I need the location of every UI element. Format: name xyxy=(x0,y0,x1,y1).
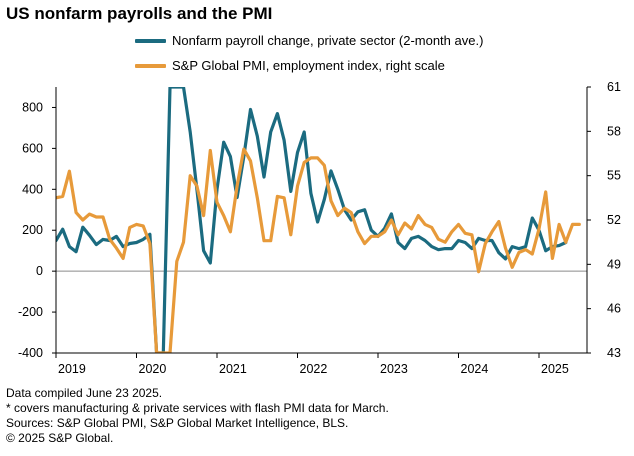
legend-item-payrolls: Nonfarm payroll change, private sector (… xyxy=(135,33,483,48)
footer-notes: Data compiled June 23 2025. * covers man… xyxy=(6,386,389,446)
left-axis-tick-label: 0 xyxy=(36,264,43,278)
footer-line-compiled: Data compiled June 23 2025. xyxy=(6,386,163,400)
legend-label-payrolls: Nonfarm payroll change, private sector (… xyxy=(172,33,484,48)
x-axis-tick-label: 2021 xyxy=(219,362,247,376)
legend-swatch-payrolls xyxy=(135,38,166,43)
x-axis-tick-label: 2020 xyxy=(139,362,167,376)
left-axis-tick-label: 200 xyxy=(22,223,43,237)
left-axis-tick-label: -200 xyxy=(18,305,43,319)
footer-line-coverage: * covers manufacturing & private service… xyxy=(6,401,389,415)
legend-label-pmi: S&P Global PMI, employment index, right … xyxy=(172,58,445,73)
legend-item-pmi: S&P Global PMI, employment index, right … xyxy=(135,58,445,73)
x-axis-tick-label: 2022 xyxy=(300,362,328,376)
right-axis-tick-label: 55 xyxy=(607,169,621,183)
right-axis-tick-label: 58 xyxy=(607,124,621,138)
x-axis-tick-label: 2025 xyxy=(541,362,569,376)
left-axis-tick-label: 400 xyxy=(22,182,43,196)
right-axis-tick-label: 49 xyxy=(607,257,621,271)
footer-line-sources: Sources: S&P Global PMI, S&P Global Mark… xyxy=(6,416,349,430)
footer-line-copyright: © 2025 S&P Global. xyxy=(6,431,114,445)
series-line-pmi xyxy=(56,147,581,353)
left-axis-tick-label: 600 xyxy=(22,141,43,155)
x-axis-tick-label: 2019 xyxy=(58,362,86,376)
right-axis-tick-label: 52 xyxy=(607,213,621,227)
left-axis-tick-label: 800 xyxy=(22,100,43,114)
series-line-payrolls xyxy=(56,87,568,353)
left-axis-tick-label: -400 xyxy=(18,346,43,360)
x-axis-tick-label: 2024 xyxy=(461,362,489,376)
legend-swatch-pmi xyxy=(135,63,166,68)
x-axis-tick-label: 2023 xyxy=(380,362,408,376)
right-axis-tick-label: 43 xyxy=(607,346,621,360)
chart-title: US nonfarm payrolls and the PMI xyxy=(6,4,273,23)
right-axis-tick-label: 61 xyxy=(607,80,621,94)
right-axis-tick-label: 46 xyxy=(607,302,621,316)
